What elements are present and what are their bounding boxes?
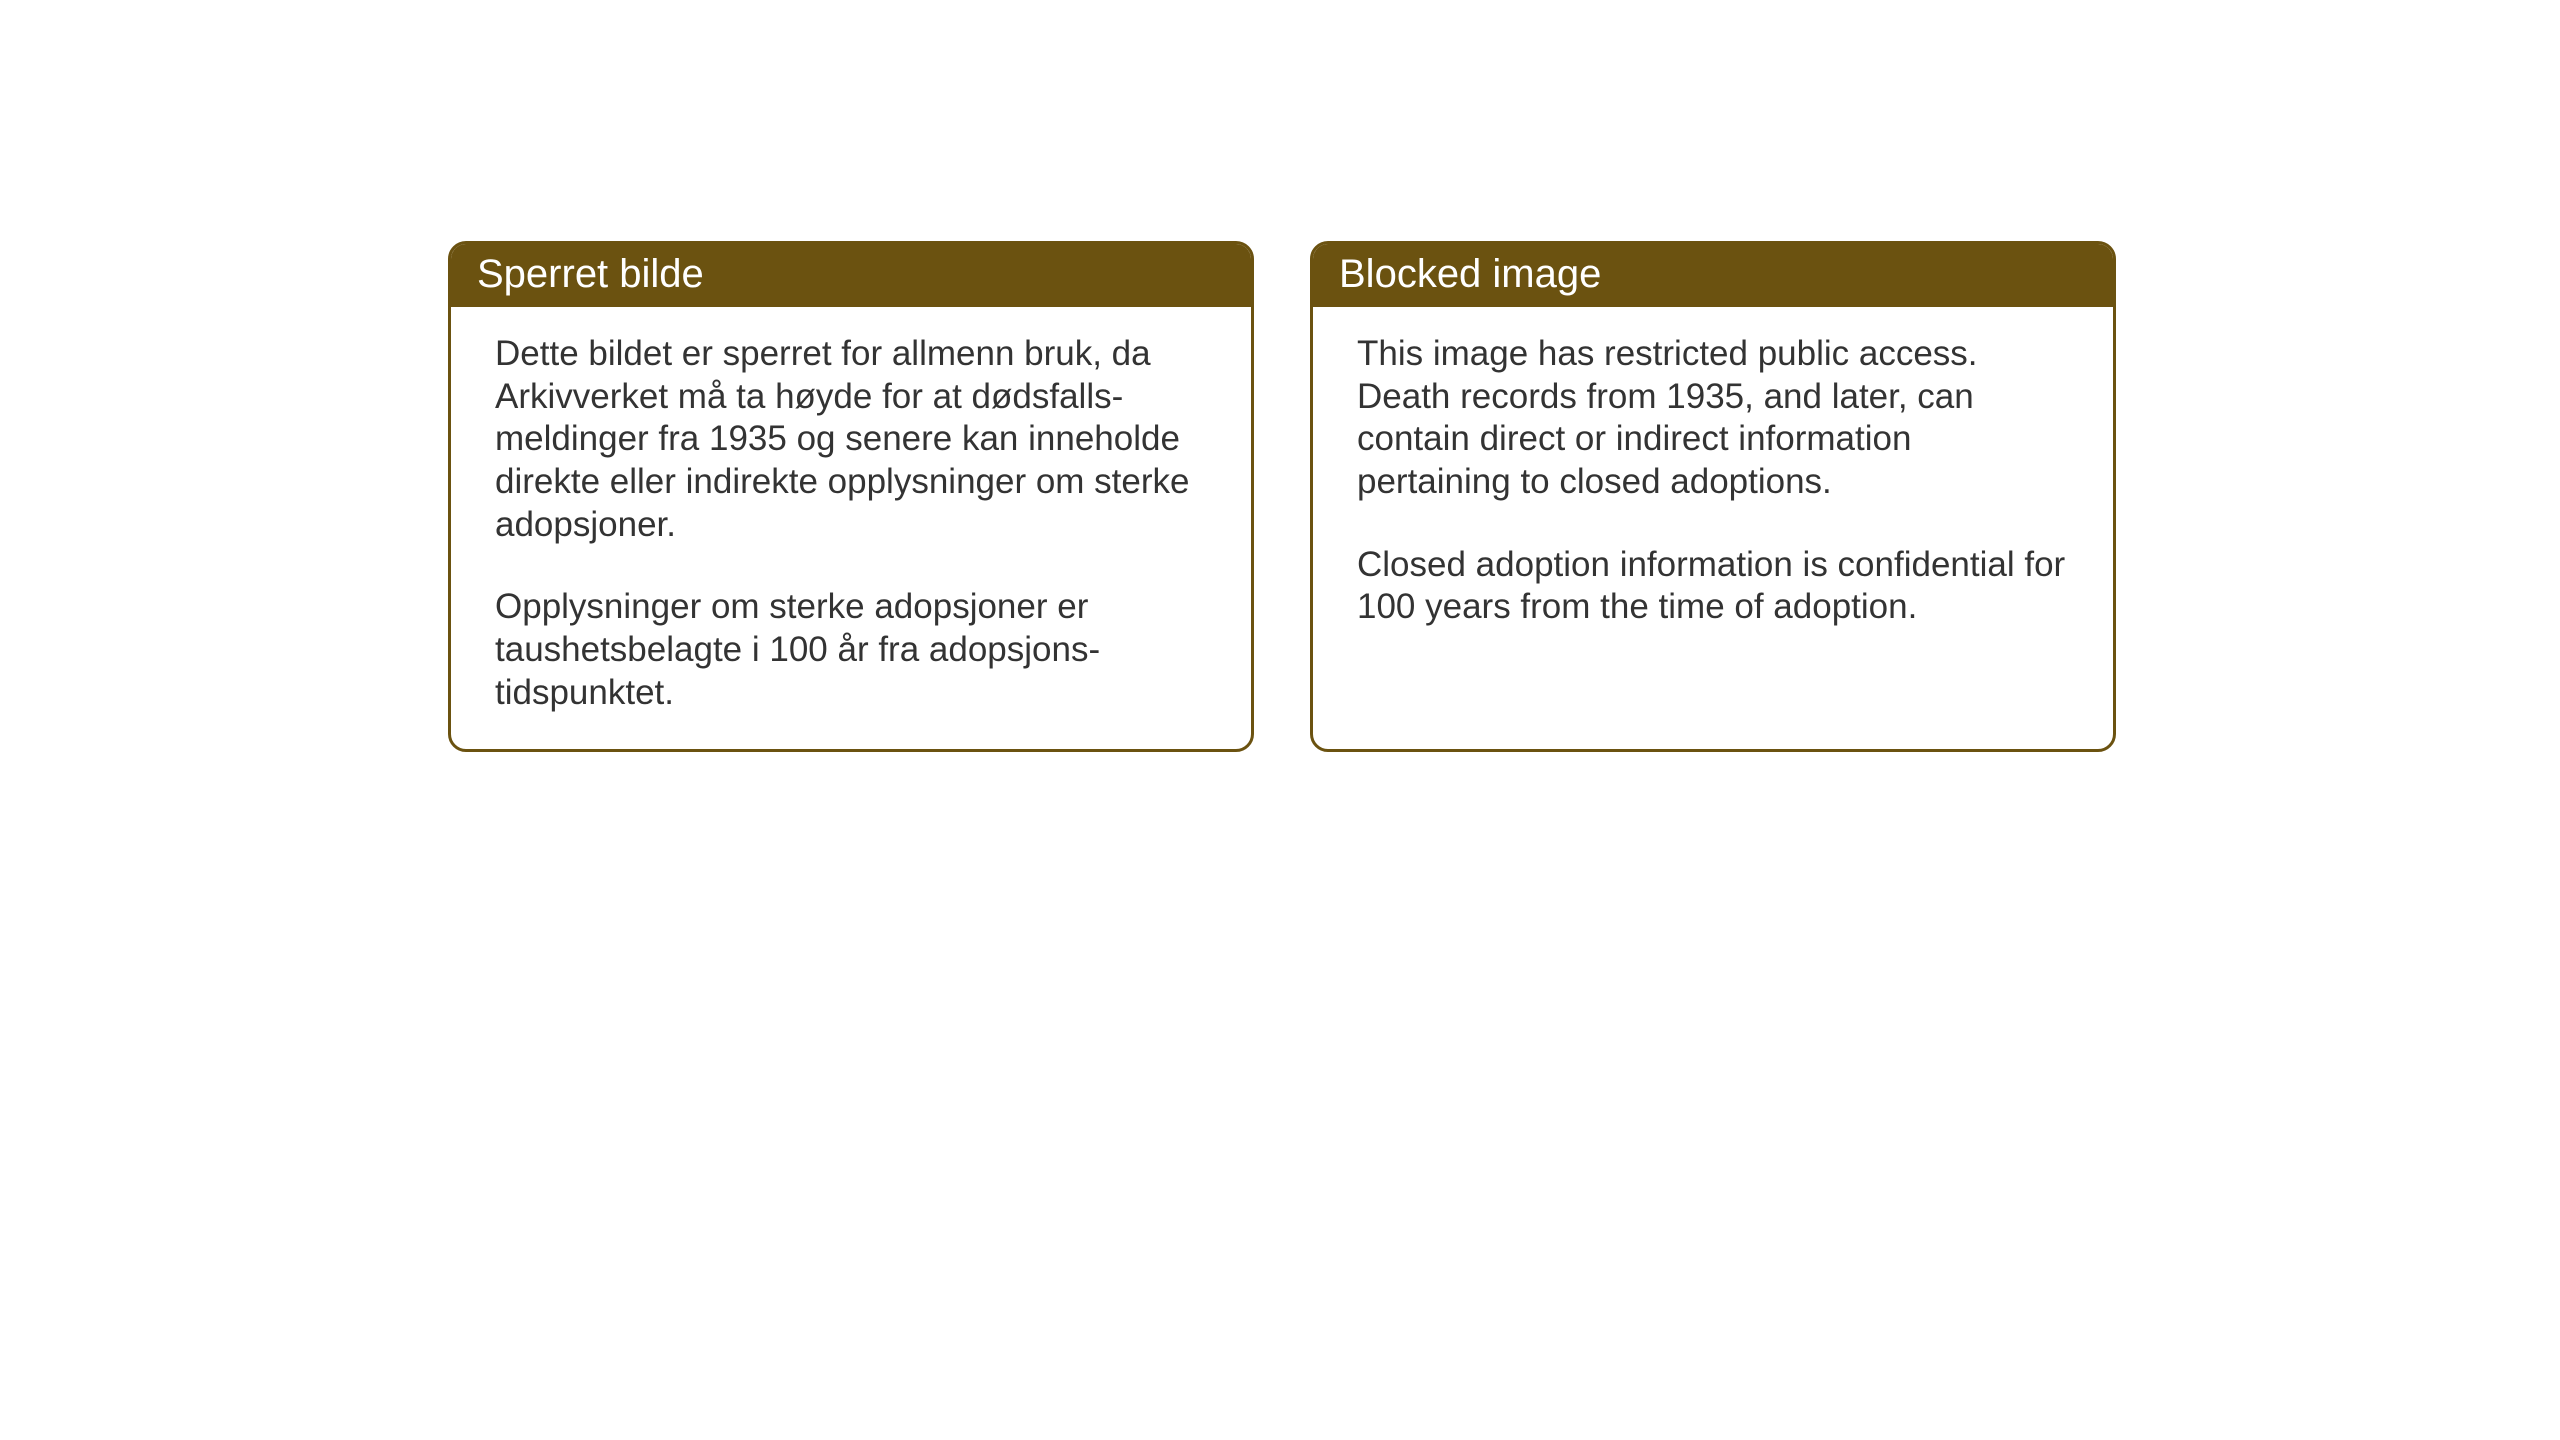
panel-body-norwegian: Dette bildet er sperret for allmenn bruk…	[451, 307, 1251, 749]
para2-norwegian: Opplysninger om sterke adopsjoner er tau…	[495, 586, 1207, 714]
panel-header-english: Blocked image	[1313, 244, 2113, 307]
panel-english: Blocked image This image has restricted …	[1310, 241, 2116, 752]
para2-english: Closed adoption information is confident…	[1357, 544, 2069, 629]
para1-norwegian: Dette bildet er sperret for allmenn bruk…	[495, 333, 1207, 546]
panels-container: Sperret bilde Dette bildet er sperret fo…	[448, 241, 2116, 752]
panel-header-norwegian: Sperret bilde	[451, 244, 1251, 307]
panel-body-english: This image has restricted public access.…	[1313, 307, 2113, 663]
panel-norwegian: Sperret bilde Dette bildet er sperret fo…	[448, 241, 1254, 752]
para1-english: This image has restricted public access.…	[1357, 333, 2069, 504]
